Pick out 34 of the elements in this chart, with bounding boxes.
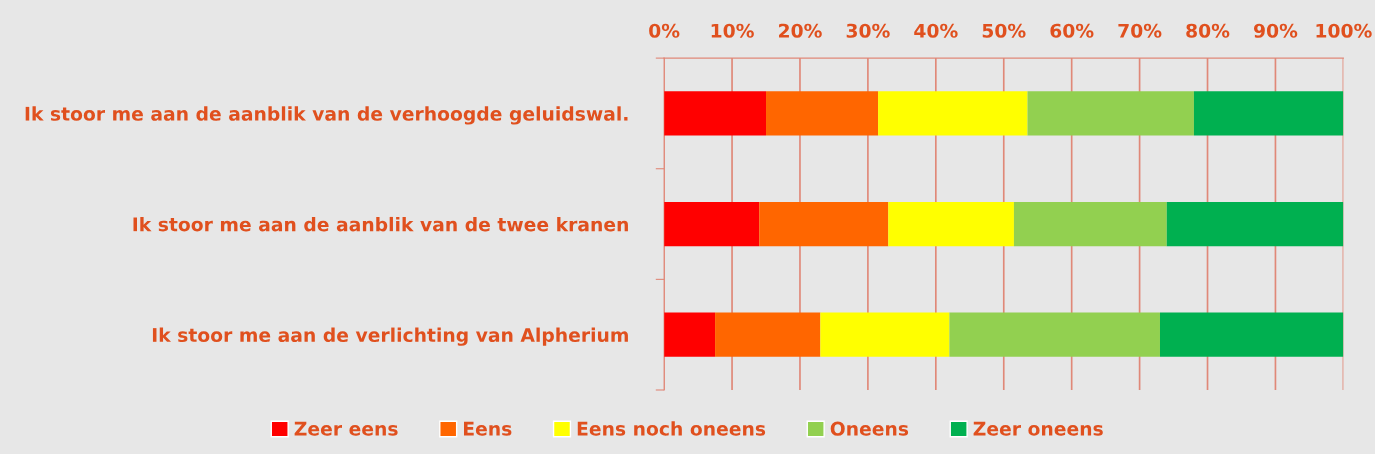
legend-label: Zeer eens: [294, 421, 398, 436]
x-tick-label: 60%: [1050, 23, 1094, 38]
bar: [1159, 312, 1344, 357]
x-tick-label: 0%: [649, 23, 680, 38]
x-tick-label: 80%: [1186, 23, 1230, 38]
y-tick-label: Ik stoor me aan de aanblik van de verhoogde geluidswal.: [25, 106, 628, 125]
bar: [1166, 201, 1344, 247]
bar: [888, 201, 1014, 247]
legend-label: Eens noch oneens: [577, 421, 766, 436]
bar: [664, 91, 767, 136]
bar: [949, 312, 1160, 357]
x-tick-label: 90%: [1253, 23, 1298, 38]
bar: [1027, 91, 1194, 136]
bar: [820, 312, 950, 357]
bar: [766, 91, 879, 136]
x-tick-label: 100%: [1316, 23, 1372, 38]
x-tick-label: 10%: [711, 23, 754, 38]
legend-label: Zeer oneens: [973, 421, 1103, 436]
y-tick-label: Ik stoor me aan de verlichting van Alpherium: [152, 327, 628, 346]
legend-label: Eens: [464, 421, 512, 436]
bar: [878, 91, 1028, 136]
bar: [759, 201, 889, 247]
x-tick-label: 70%: [1118, 23, 1162, 38]
bar: [715, 312, 821, 357]
x-tick-label: 20%: [779, 23, 822, 38]
bar: [1013, 201, 1167, 247]
x-tick-label: 40%: [914, 23, 958, 38]
bar: [1193, 91, 1344, 136]
bar: [664, 312, 716, 357]
legend-label: Oneens: [830, 421, 909, 436]
y-tick-label: Ik stoor me aan de aanblik van de twee kranen: [133, 216, 628, 232]
x-tick-label: 30%: [846, 23, 890, 38]
bar: [664, 201, 760, 247]
x-tick-label: 50%: [982, 23, 1026, 38]
